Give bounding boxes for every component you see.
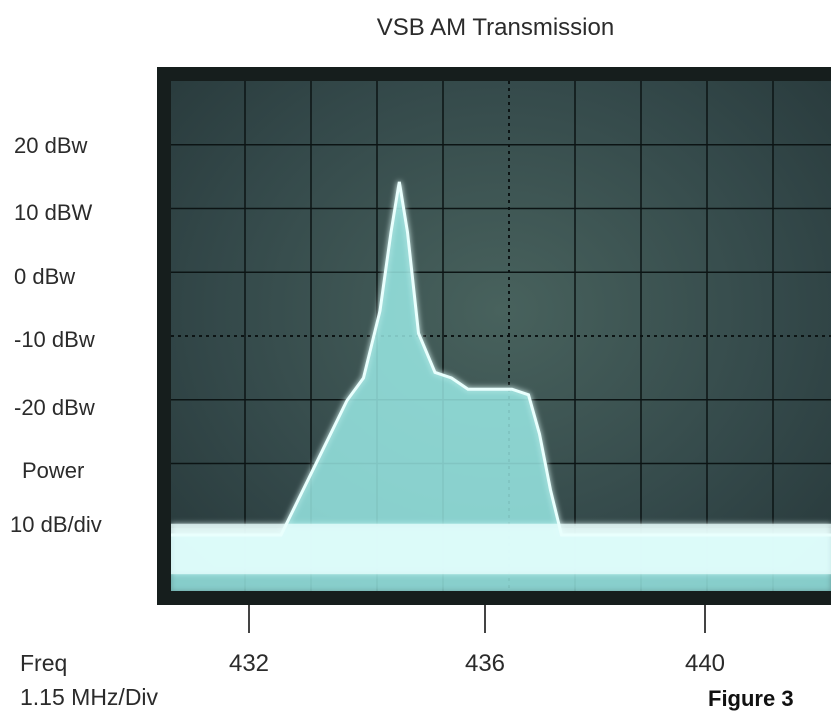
oscilloscope-screen: [171, 81, 831, 591]
ytick-label-minus10: -10 dBw: [14, 327, 95, 352]
spectrum-plot: [171, 81, 831, 591]
xtick-mark-436: [484, 605, 486, 633]
xtick-mark-440: [704, 605, 706, 633]
figure-label: Figure 3: [708, 686, 794, 711]
xtick-label-436: 436: [464, 650, 506, 677]
xtick-mark-432: [248, 605, 250, 633]
y-axis-label: Power: [22, 458, 85, 483]
ytick-label-10: 10 dBW: [14, 200, 93, 225]
x-axis-label: Freq: [20, 650, 68, 676]
spectrum-trace: [171, 181, 831, 537]
ytick-label-0: 0 dBw: [14, 264, 76, 289]
spectrum-area: [171, 181, 831, 591]
x-axis-scale: 1.15 MHz/Div: [20, 684, 159, 710]
chart-title: VSB AM Transmission: [376, 14, 615, 41]
y-axis-scale: 10 dB/div: [10, 512, 102, 537]
ytick-label-minus20: -20 dBw: [14, 395, 95, 420]
noise-floor-band: [171, 523, 831, 575]
ytick-label-20: 20 dBw: [14, 133, 88, 158]
xtick-label-432: 432: [228, 650, 270, 677]
xtick-label-440: 440: [684, 650, 726, 677]
oscilloscope-frame: [157, 67, 831, 605]
